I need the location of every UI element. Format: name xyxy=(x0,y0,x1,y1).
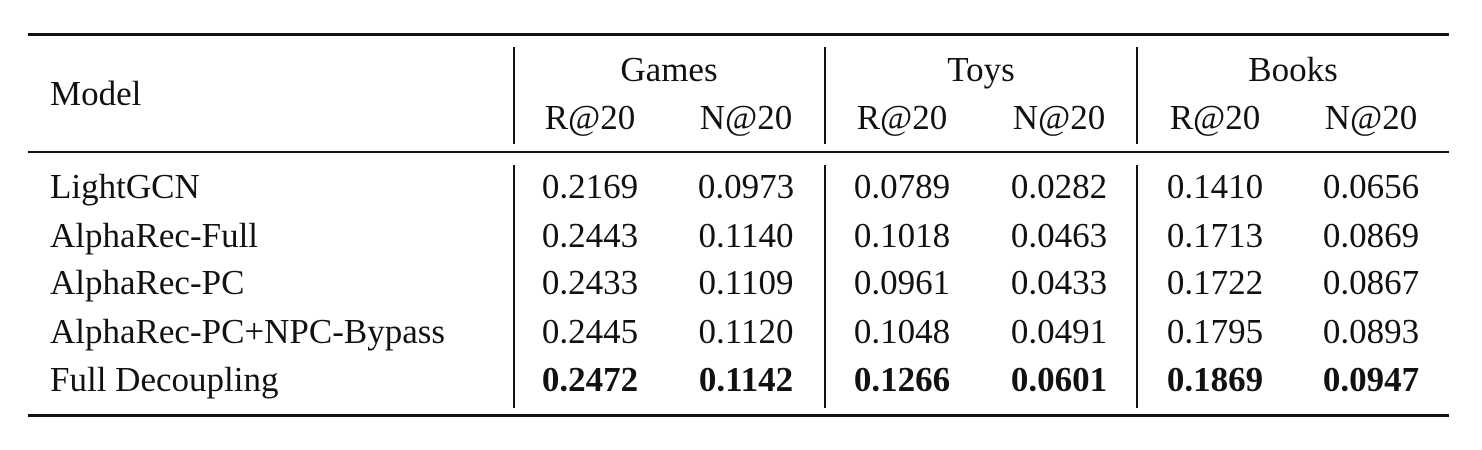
metric-value-best: 0.1869 xyxy=(1166,360,1264,399)
metric-value: 0.0961 xyxy=(853,263,951,302)
metric-value: 0.0789 xyxy=(853,167,951,206)
metric-value: 0.0893 xyxy=(1322,312,1420,351)
metric-value: 0.0433 xyxy=(1010,263,1108,302)
dataset-header-games: Games xyxy=(620,50,718,89)
metric-value: 0.1018 xyxy=(853,216,951,255)
metric-value: 0.2445 xyxy=(541,312,639,351)
metric-value-best: 0.2472 xyxy=(541,360,639,399)
model-name: LightGCN xyxy=(50,167,200,206)
dataset-header-books: Books xyxy=(1248,50,1338,89)
metric-value: 0.0973 xyxy=(697,167,795,206)
column-divider xyxy=(1136,47,1138,144)
metric-value: 0.1120 xyxy=(698,312,794,351)
metric-value: 0.0867 xyxy=(1322,263,1420,302)
metric-header: N@20 xyxy=(699,98,793,137)
metric-value: 0.1713 xyxy=(1166,216,1264,255)
metric-value: 0.0463 xyxy=(1010,216,1108,255)
dataset-header-toys: Toys xyxy=(947,50,1015,89)
metric-header: R@20 xyxy=(1169,98,1261,137)
model-name: AlphaRec-PC+NPC-Bypass xyxy=(50,312,446,351)
metric-header: R@20 xyxy=(856,98,948,137)
metric-header: R@20 xyxy=(544,98,636,137)
metric-header: N@20 xyxy=(1324,98,1418,137)
column-divider xyxy=(513,47,515,144)
model-name: AlphaRec-PC xyxy=(50,263,245,302)
metric-header: N@20 xyxy=(1012,98,1106,137)
metric-value: 0.1109 xyxy=(698,263,794,302)
model-name: AlphaRec-Full xyxy=(50,216,259,255)
metric-value-best: 0.0947 xyxy=(1322,360,1420,399)
metric-value: 0.0869 xyxy=(1322,216,1420,255)
metric-value: 0.1795 xyxy=(1166,312,1264,351)
metric-value-best: 0.1142 xyxy=(698,360,794,399)
metric-value: 0.1410 xyxy=(1166,167,1264,206)
metric-value: 0.1048 xyxy=(853,312,951,351)
metric-value: 0.0491 xyxy=(1010,312,1108,351)
metric-value: 0.1140 xyxy=(698,216,794,255)
metric-value: 0.2433 xyxy=(541,263,639,302)
metric-value: 0.2443 xyxy=(541,216,639,255)
model-name: Full Decoupling xyxy=(50,360,279,399)
column-divider xyxy=(513,165,515,408)
column-divider xyxy=(1136,165,1138,408)
column-divider xyxy=(824,165,826,408)
table-top-rule xyxy=(28,33,1449,36)
table-bottom-rule xyxy=(28,414,1449,417)
metric-value: 0.1722 xyxy=(1166,263,1264,302)
metric-value-best: 0.1266 xyxy=(853,360,951,399)
metric-value: 0.0656 xyxy=(1322,167,1420,206)
column-divider xyxy=(824,47,826,144)
metric-value: 0.0282 xyxy=(1010,167,1108,206)
metric-value: 0.2169 xyxy=(541,167,639,206)
metric-value-best: 0.0601 xyxy=(1010,360,1108,399)
table-header-rule xyxy=(28,151,1449,153)
model-column-header: Model xyxy=(50,74,142,113)
